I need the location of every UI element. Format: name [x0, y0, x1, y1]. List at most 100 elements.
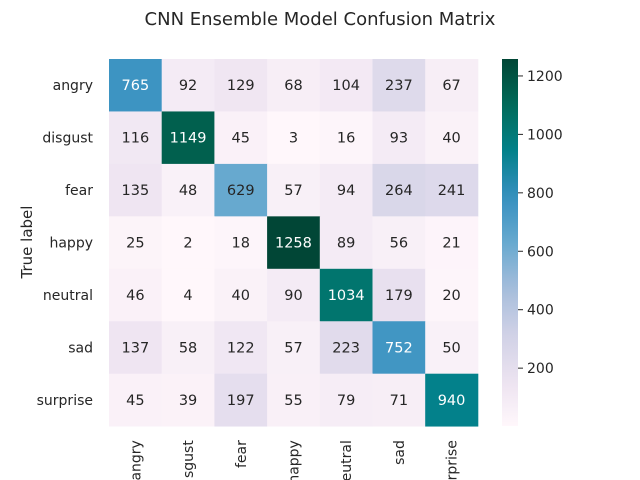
- cell-value-label: 2: [183, 236, 192, 252]
- cell-value-label: 93: [390, 131, 408, 147]
- cell-value-label: 1149: [170, 131, 207, 147]
- heatmap-grid: 765 92 129 68 104 237 67 116 1149 45 3 16 93 40 135 48 6…: [109, 59, 479, 427]
- heatmap-cell: [161, 111, 215, 165]
- heatmap-cell: [161, 268, 215, 322]
- colorbar-tick-label: 600: [527, 244, 554, 260]
- cell-value-label: 129: [227, 78, 255, 94]
- cell-value-label: 122: [227, 340, 255, 356]
- heatmap-cell: [109, 163, 163, 217]
- cell-value-label: 45: [126, 393, 144, 409]
- heatmap-cell: [267, 373, 321, 427]
- heatmap-cell: [267, 59, 321, 112]
- heatmap-cell: [372, 268, 426, 322]
- chart-title: CNN Ensemble Model Confusion Matrix: [145, 9, 496, 30]
- cell-value-label: 55: [284, 393, 302, 409]
- heatmap-cell: [372, 111, 426, 165]
- y-tick-label: neutral: [43, 288, 93, 304]
- x-tick-label: angry: [128, 440, 144, 480]
- cell-value-label: 16: [337, 131, 355, 147]
- cell-value-label: 68: [284, 78, 302, 94]
- cell-value-label: 116: [122, 131, 150, 147]
- cell-value-label: 39: [179, 393, 197, 409]
- y-tick-label: fear: [65, 183, 93, 199]
- cell-value-label: 57: [284, 340, 302, 356]
- heatmap-cell: [319, 321, 373, 375]
- x-tick-labels: angry sgust fear happy eutral sad rprise: [128, 440, 460, 480]
- cell-value-label: 104: [332, 78, 360, 94]
- y-tick-label: sad: [68, 340, 93, 356]
- cell-value-label: 223: [332, 340, 360, 356]
- cell-value-label: 50: [442, 340, 460, 356]
- x-tick-label: sad: [392, 440, 408, 465]
- colorbar: [502, 59, 518, 426]
- cell-value-label: 40: [442, 131, 460, 147]
- cell-value-label: 90: [284, 288, 302, 304]
- heatmap-cell: [109, 59, 163, 112]
- cell-value-label: 752: [385, 340, 413, 356]
- y-tick-label: disgust: [42, 131, 93, 147]
- x-tick-label: fear: [234, 440, 250, 468]
- colorbar-ticks: 200 400 600 800 1000 1200: [518, 69, 563, 377]
- cell-value-label: 264: [385, 183, 413, 199]
- cell-value-label: 137: [122, 340, 150, 356]
- heatmap-cell: [425, 216, 479, 270]
- heatmap-cell: [319, 373, 373, 427]
- heatmap-cell: [425, 321, 479, 375]
- heatmap-cell: [425, 163, 479, 217]
- heatmap-cell: [109, 373, 163, 427]
- heatmap-cell: [109, 111, 163, 165]
- cell-value-label: 48: [179, 183, 197, 199]
- cell-value-label: 57: [284, 183, 302, 199]
- heatmap-cell: [267, 321, 321, 375]
- heatmap-cell: [161, 373, 215, 427]
- cell-value-label: 25: [126, 236, 144, 252]
- heatmap-cell: [425, 59, 479, 112]
- cell-value-label: 40: [232, 288, 250, 304]
- heatmap-cell: [267, 216, 321, 270]
- heatmap-cell: [161, 216, 215, 270]
- heatmap-cell: [267, 163, 321, 217]
- cell-value-label: 45: [232, 131, 250, 147]
- heatmap-cell: [214, 268, 268, 322]
- cell-value-label: 1258: [275, 236, 312, 252]
- cell-value-label: 1034: [328, 288, 365, 304]
- y-tick-labels: angry disgust fear happy neutral sad surprise: [37, 78, 94, 409]
- cell-value-label: 241: [438, 183, 466, 199]
- cell-value-label: 21: [442, 236, 460, 252]
- heatmap-cell: [319, 268, 373, 322]
- x-tick-label: rprise: [445, 440, 461, 480]
- heatmap-cell: [425, 373, 479, 427]
- heatmap-cell: [214, 111, 268, 165]
- cell-value-label: 79: [337, 393, 355, 409]
- heatmap-cell: [372, 163, 426, 217]
- heatmap-cell: [372, 321, 426, 375]
- heatmap-cell: [214, 59, 268, 112]
- heatmap-cell: [109, 321, 163, 375]
- cell-value-label: 67: [442, 78, 460, 94]
- colorbar-tick-label: 1200: [527, 69, 563, 85]
- x-tick-label: sgust: [181, 440, 197, 478]
- cell-value-label: 58: [179, 340, 197, 356]
- cell-value-label: 940: [438, 393, 466, 409]
- cell-value-label: 20: [442, 288, 460, 304]
- heatmap-cell: [214, 321, 268, 375]
- cell-value-label: 179: [385, 288, 413, 304]
- heatmap-cell: [214, 373, 268, 427]
- colorbar-tick-label: 400: [527, 303, 554, 319]
- heatmap-cell: [319, 111, 373, 165]
- heatmap-cell: [214, 163, 268, 217]
- y-tick-label: happy: [49, 236, 93, 252]
- cell-value-label: 92: [179, 78, 197, 94]
- heatmap-cell: [214, 216, 268, 270]
- colorbar-tick-label: 1000: [527, 127, 563, 143]
- cell-value-label: 18: [232, 236, 250, 252]
- heatmap-cell: [161, 59, 215, 112]
- heatmap-cell: [319, 59, 373, 112]
- heatmap-cell: [372, 373, 426, 427]
- cell-value-label: 71: [390, 393, 408, 409]
- cell-value-label: 4: [183, 288, 192, 304]
- heatmap-cell: [372, 59, 426, 112]
- heatmap-cell: [425, 268, 479, 322]
- heatmap-cell: [267, 111, 321, 165]
- y-tick-label: surprise: [37, 393, 93, 409]
